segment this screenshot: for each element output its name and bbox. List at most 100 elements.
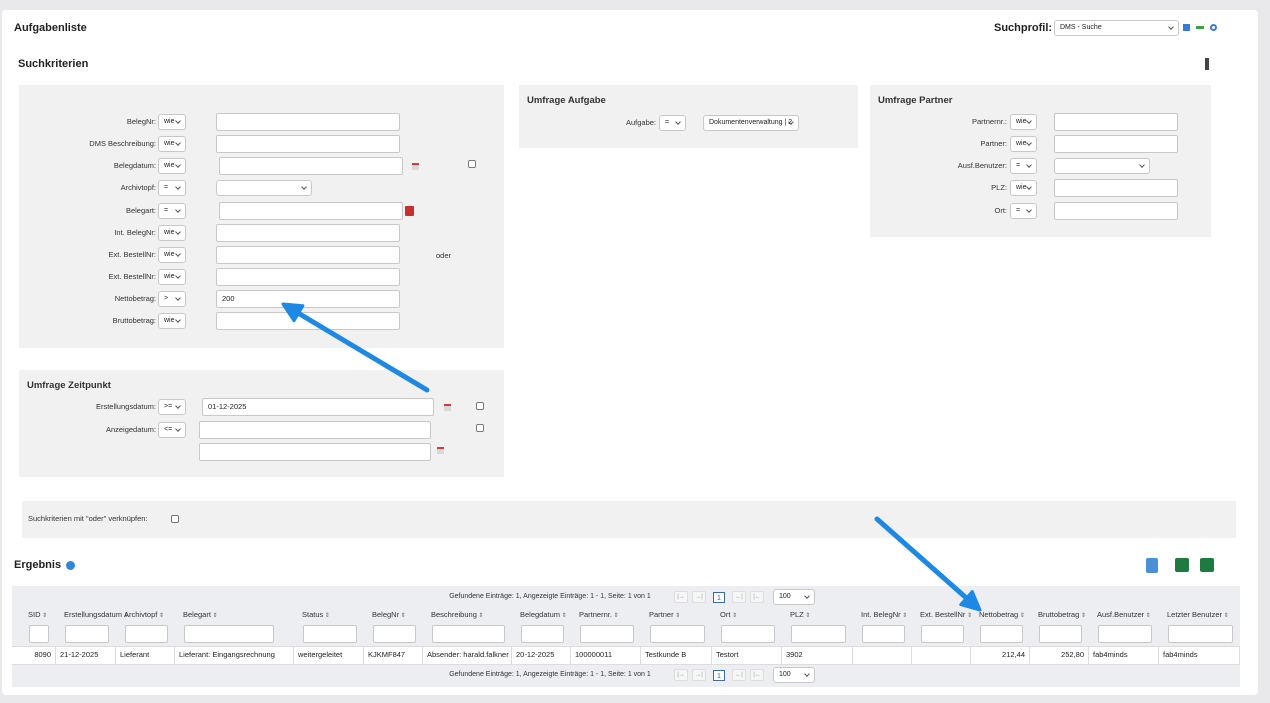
column-header[interactable]: Bruttobetrag <box>1038 609 1089 621</box>
operator-select[interactable]: wie <box>158 313 186 329</box>
delete-icon[interactable] <box>405 206 414 216</box>
pager-button[interactable]: →| <box>692 669 706 681</box>
profile-select[interactable]: DMS - Suche <box>1054 20 1179 36</box>
pager-button[interactable]: |← <box>750 669 764 681</box>
operator-select[interactable]: wie <box>158 114 186 130</box>
checkbox[interactable] <box>468 160 476 168</box>
text-input[interactable]: 01-12-2025 <box>202 398 434 416</box>
calendar-icon[interactable] <box>412 163 419 170</box>
save-icon[interactable] <box>1183 24 1190 31</box>
text-input[interactable] <box>1054 135 1178 153</box>
column-filter[interactable] <box>580 625 634 643</box>
text-input[interactable] <box>216 135 400 153</box>
operator-select[interactable]: = <box>1010 203 1037 219</box>
column-header[interactable]: Erstellungsdatum <box>64 609 122 621</box>
operator-select[interactable]: wie <box>158 158 186 174</box>
column-header[interactable]: Ort <box>720 609 782 621</box>
text-input[interactable] <box>199 443 431 461</box>
operator-select[interactable]: wie <box>158 269 186 285</box>
checkbox[interactable] <box>476 402 484 410</box>
column-filter[interactable] <box>29 625 49 643</box>
text-input[interactable] <box>216 246 400 264</box>
operator-select[interactable]: <= <box>158 422 186 438</box>
value-select[interactable] <box>216 180 312 196</box>
text-input[interactable] <box>219 157 403 175</box>
operator-select[interactable]: >= <box>158 399 186 415</box>
column-header[interactable]: Partnernr. <box>579 609 641 621</box>
checkbox[interactable] <box>171 515 179 523</box>
column-filter[interactable] <box>980 625 1023 643</box>
pager-button[interactable]: →| <box>692 591 706 603</box>
column-header[interactable]: Archivtopf <box>124 609 175 621</box>
operator-select[interactable]: wie <box>158 136 186 152</box>
column-filter[interactable] <box>373 625 416 643</box>
column-filter[interactable] <box>184 625 274 643</box>
operator-select[interactable]: wie <box>1010 136 1037 152</box>
page-current[interactable]: 1 <box>713 592 725 603</box>
operator-select[interactable]: > <box>158 291 186 307</box>
pager-button[interactable]: |→ <box>674 591 688 603</box>
column-header[interactable]: Nettobetrag <box>979 609 1030 621</box>
text-input[interactable]: 200 <box>216 290 400 308</box>
page-current[interactable]: 1 <box>713 670 725 681</box>
calendar-icon[interactable] <box>437 447 444 454</box>
excel-icon[interactable] <box>1175 558 1189 572</box>
column-filter[interactable] <box>862 625 905 643</box>
operator-select[interactable]: = <box>1010 158 1037 174</box>
back-icon[interactable] <box>1196 26 1204 29</box>
column-filter[interactable] <box>650 625 705 643</box>
column-header[interactable]: Letzter Benutzer <box>1167 609 1240 621</box>
export-icon[interactable] <box>1146 558 1158 573</box>
text-input[interactable] <box>216 113 400 131</box>
column-header[interactable]: Int. BelegNr <box>861 609 912 621</box>
operator-select[interactable]: wie <box>1010 114 1037 130</box>
checkbox[interactable] <box>476 424 484 432</box>
operator-select[interactable]: = <box>158 203 186 219</box>
column-filter[interactable] <box>521 625 564 643</box>
column-filter[interactable] <box>1098 625 1152 643</box>
value-select[interactable] <box>1054 158 1150 174</box>
column-header[interactable]: Ext. BestellNr <box>920 609 971 621</box>
column-header[interactable]: Beschreibung <box>431 609 512 621</box>
column-filter[interactable] <box>125 625 168 643</box>
column-filter[interactable] <box>921 625 964 643</box>
info-icon[interactable] <box>66 561 75 570</box>
column-filter[interactable] <box>432 625 505 643</box>
column-filter[interactable] <box>1039 625 1082 643</box>
operator-select[interactable]: = <box>158 180 186 196</box>
text-input[interactable] <box>1054 202 1178 220</box>
settings-icon[interactable] <box>1210 24 1217 31</box>
column-filter[interactable] <box>791 625 846 643</box>
text-input[interactable] <box>216 268 400 286</box>
download-icon[interactable] <box>1205 58 1209 70</box>
column-filter[interactable] <box>65 625 109 643</box>
column-header[interactable]: Partner <box>649 609 712 621</box>
page-size-select[interactable]: 100 <box>773 589 815 605</box>
pager-button[interactable]: ←| <box>732 669 746 681</box>
column-filter[interactable] <box>1168 625 1233 643</box>
operator-select[interactable]: = <box>659 115 686 131</box>
page-size-select[interactable]: 100 <box>773 667 815 683</box>
operator-select[interactable]: wie <box>158 225 186 241</box>
column-header[interactable]: SID <box>28 609 56 621</box>
operator-select[interactable]: wie <box>158 247 186 263</box>
text-input[interactable] <box>216 312 400 330</box>
pager-button[interactable]: |→ <box>674 669 688 681</box>
operator-select[interactable]: wie <box>1010 180 1037 196</box>
text-input[interactable] <box>216 224 400 242</box>
pager-button[interactable]: ←| <box>732 591 746 603</box>
text-input[interactable] <box>1054 113 1178 131</box>
calendar-icon[interactable] <box>444 404 451 411</box>
column-header[interactable]: BelegNr <box>372 609 423 621</box>
column-filter[interactable] <box>303 625 357 643</box>
column-header[interactable]: Belegart <box>183 609 294 621</box>
value-select[interactable]: Dokumentenverwaltung | 2 <box>703 115 799 131</box>
text-input[interactable] <box>199 421 431 439</box>
pager-button[interactable]: |← <box>750 591 764 603</box>
column-header[interactable]: Belegdatum <box>520 609 571 621</box>
column-header[interactable]: Ausf.Benutzer <box>1097 609 1159 621</box>
text-input[interactable] <box>219 202 403 220</box>
excel-icon[interactable] <box>1200 558 1214 572</box>
column-header[interactable]: PLZ <box>790 609 853 621</box>
column-filter[interactable] <box>721 625 775 643</box>
